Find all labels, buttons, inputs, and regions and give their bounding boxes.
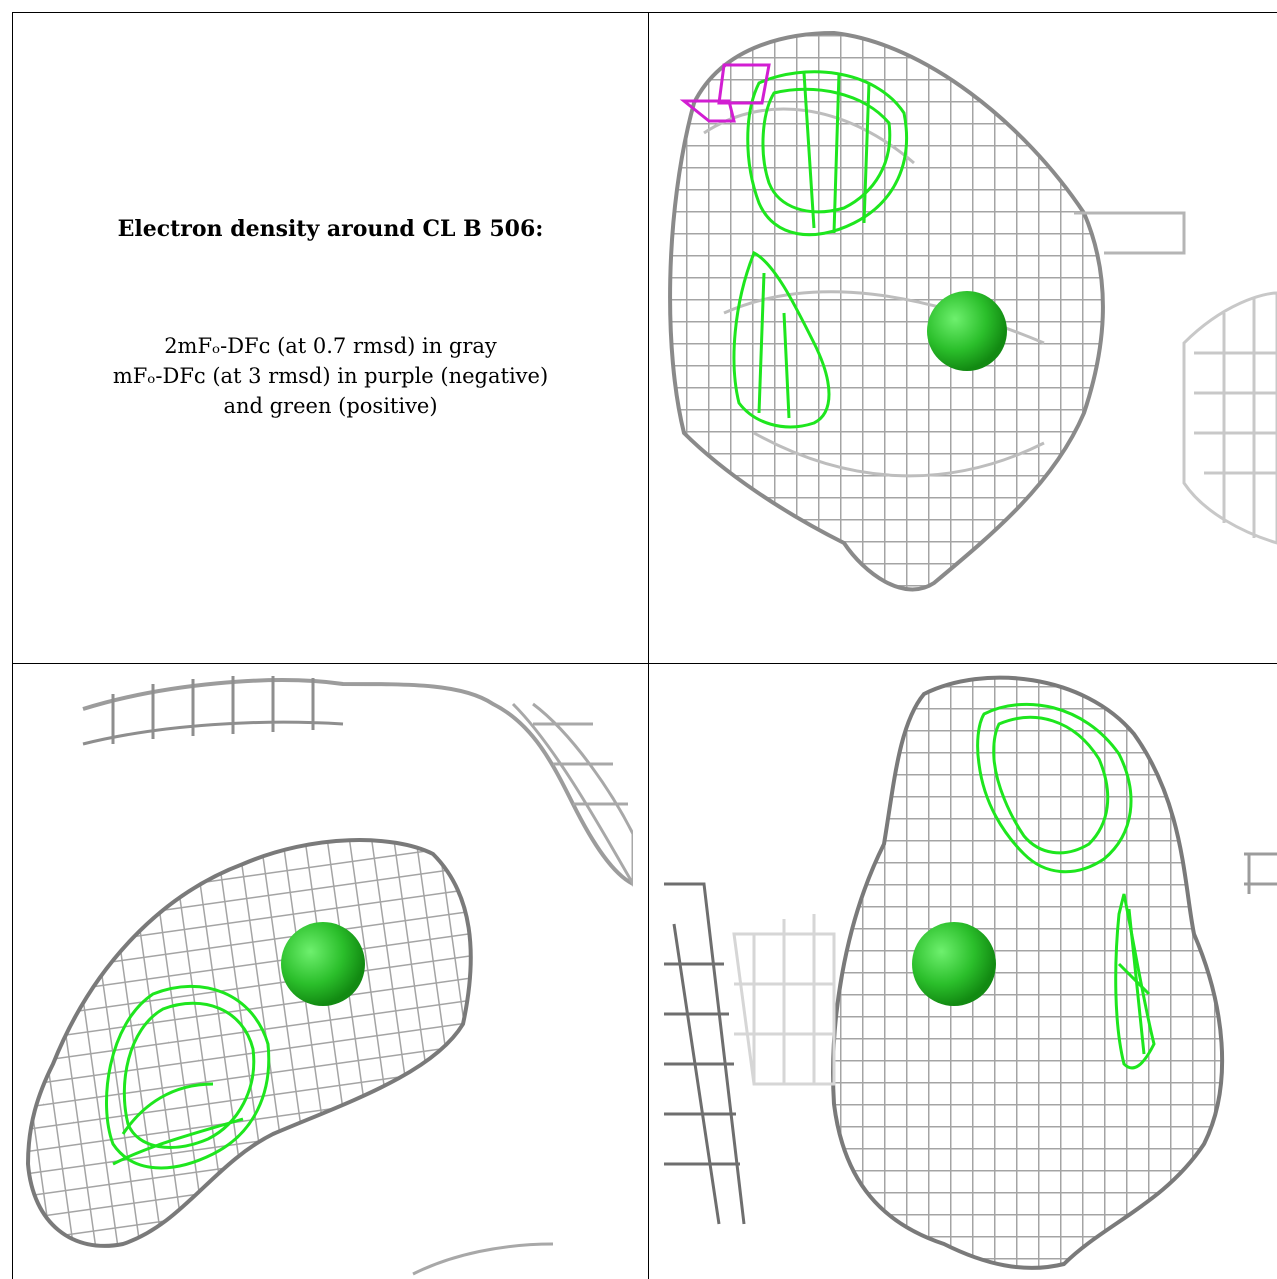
caption-legend: 2mFₒ-DFᴄ (at 0.7 rmsd) in gray mFₒ-DFᴄ (… [13, 331, 648, 421]
density-view-bottom-left [13, 664, 633, 1279]
caption-title: Electron density around CL B 506: [117, 216, 544, 242]
density-mesh-svg-2 [25, 676, 633, 1276]
legend-line-purple: mFₒ-DFᴄ (at 3 rmsd) in purple (negative) [112, 364, 549, 388]
caption-panel: Electron density around CL B 506: 2mFₒ-D… [13, 13, 648, 663]
chloride-atom [927, 291, 1007, 371]
legend-line-green: and green (positive) [223, 394, 438, 418]
grid-border-top [12, 12, 1277, 13]
grid-border-left [12, 12, 13, 1279]
density-view-bottom-right [664, 664, 1277, 1279]
chloride-atom [912, 922, 996, 1006]
mesh-2fofc-gray [664, 675, 1277, 1270]
mesh-fofc-positive-green [104, 984, 271, 1170]
mesh-fofc-positive-green [732, 70, 909, 429]
density-view-top-right [664, 13, 1277, 663]
mesh-fofc-negative-purple [679, 63, 771, 123]
mesh-fofc-positive-green [976, 702, 1156, 1070]
density-mesh-svg-1 [668, 30, 1277, 592]
chloride-atom [281, 922, 365, 1006]
grid-divider-vertical [648, 12, 649, 1279]
density-mesh-svg-3 [664, 675, 1277, 1270]
grid-divider-horizontal [12, 663, 1277, 664]
legend-line-gray: 2mFₒ-DFᴄ (at 0.7 rmsd) in gray [164, 334, 497, 358]
